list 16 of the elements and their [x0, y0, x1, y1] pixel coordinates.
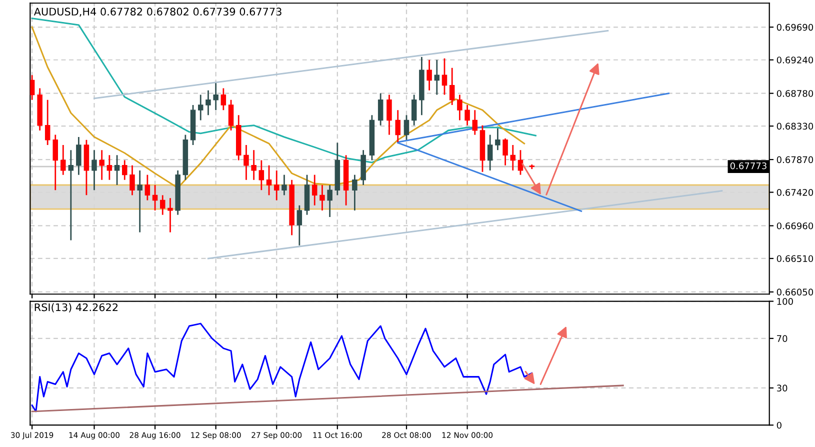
- y-tick-label: 0.69690: [776, 24, 814, 31]
- y-tick-label: 0.66050: [776, 288, 814, 296]
- y-tick-label: 0.66960: [776, 222, 814, 230]
- y-tick-label: 0.66510: [776, 255, 814, 262]
- y-tick-label: 0.67420: [776, 189, 814, 196]
- y-tick-label: 0.67870: [776, 156, 814, 164]
- y-tick-label: 0.68330: [776, 122, 814, 130]
- ref-line-label: 0.67773: [730, 162, 766, 170]
- y-tick-label: 0: [776, 422, 782, 429]
- y-tick-label: 30: [776, 384, 788, 392]
- y-tick-label: 100: [777, 298, 793, 305]
- y-tick-label: 0.68780: [776, 90, 814, 97]
- y-tick-label: 0.69240: [776, 56, 814, 64]
- chart-title: RSI(13) 42.2622: [34, 303, 118, 312]
- chart-title: AUDUSD,H4 0.67782 0.67802 0.67739 0.67773: [34, 8, 282, 17]
- y-tick-label: 70: [777, 335, 788, 342]
